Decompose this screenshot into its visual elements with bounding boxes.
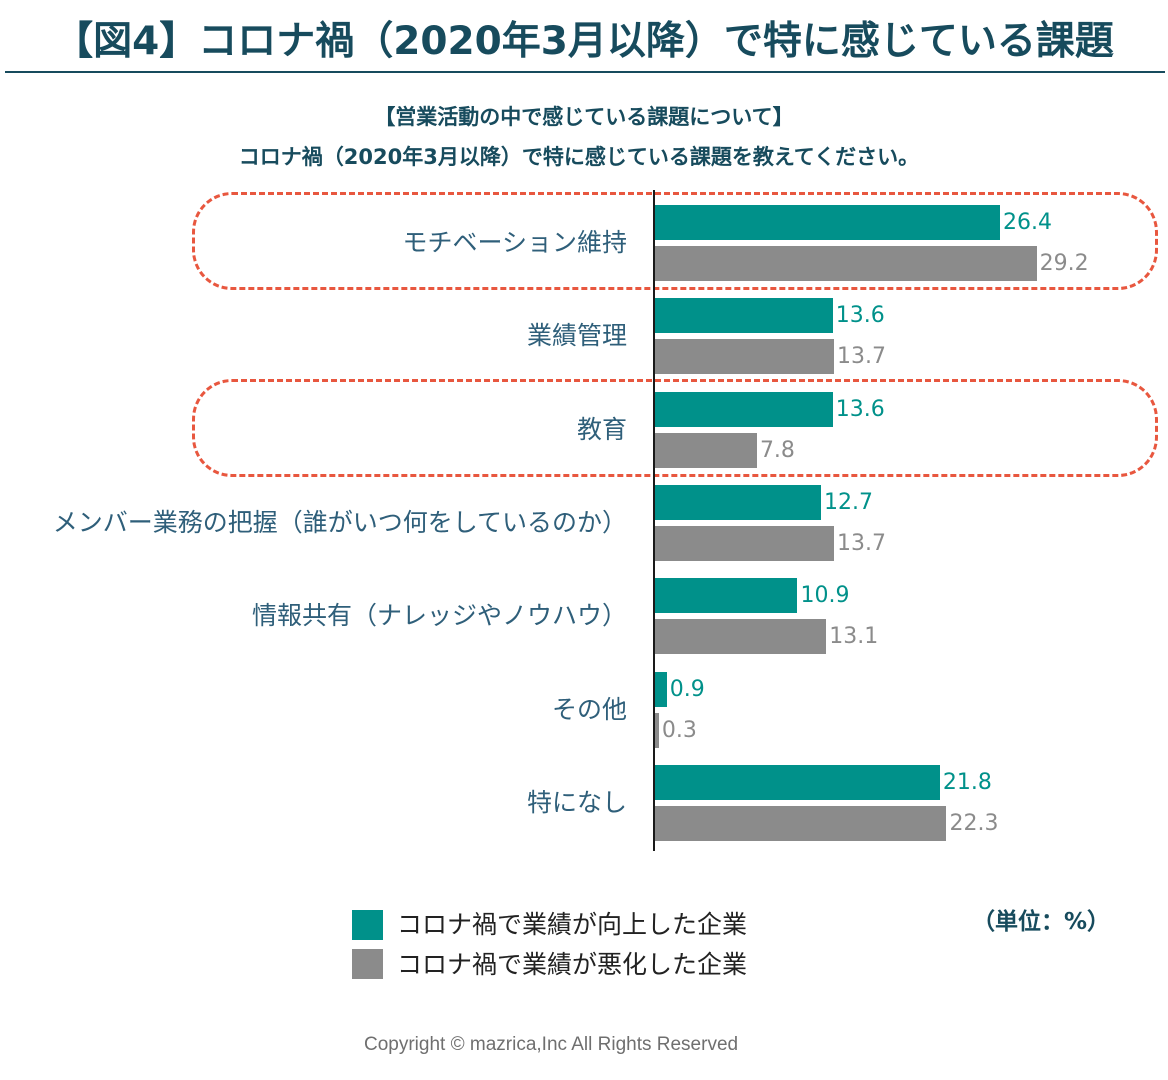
value-label-improved: 0.9 (669, 676, 705, 702)
category-label: モチベーション維持 (402, 228, 627, 257)
value-label-improved: 12.7 (823, 489, 873, 515)
figure-title: 【図4】コロナ禍（2020年3月以降）で特に感じている課題 (54, 19, 1114, 64)
category-row: 業績管理 13.6 13.7 (0, 298, 1168, 375)
bar-worsened (655, 525, 835, 561)
title-underline (5, 71, 1165, 73)
legend-label-worsened: コロナ禍で業績が悪化した企業 (397, 950, 748, 979)
bar-worsened (655, 339, 835, 375)
legend-label-improved: コロナ禍で業績が向上した企業 (397, 910, 748, 939)
value-label-worsened: 0.3 (661, 717, 697, 743)
bar-improved (655, 205, 1001, 240)
bar-improved (655, 578, 798, 614)
bar-worsened (655, 246, 1037, 281)
value-label-worsened: 7.8 (759, 437, 795, 463)
category-row: 特になし 21.8 22.3 (0, 764, 1168, 841)
bar-chart: モチベーション維持 26.4 29.2 業績管理 13.6 13.7 教育 13.6 7.8 メン… (0, 185, 1168, 860)
bar-worsened (655, 432, 757, 468)
question-section-heading: 【営業活動の中で感じている課題について】 (374, 105, 794, 129)
category-row: 教育 13.6 7.8 (0, 391, 1168, 468)
value-label-worsened: 29.2 (1039, 251, 1089, 276)
category-label: 特になし (526, 787, 627, 817)
unit-label: （単位：%） (972, 909, 1111, 935)
category-row: 情報共有（ナレッジやノウハウ） 10.9 13.1 (0, 578, 1168, 655)
value-label-improved: 26.4 (1003, 210, 1053, 235)
bar-improved (655, 671, 667, 707)
copyright-notice: Copyright © mazrica,Inc All Rights Reser… (364, 1034, 739, 1055)
category-label: メンバー業務の把握（誰がいつ何をしているのか） (52, 507, 627, 537)
category-label: 情報共有（ナレッジやノウハウ） (251, 601, 627, 631)
legend-swatch-worsened (352, 949, 383, 979)
value-label-worsened: 13.1 (829, 624, 879, 650)
category-row: その他 0.9 0.3 (0, 671, 1168, 748)
category-label: その他 (551, 694, 627, 724)
category-label: 教育 (576, 414, 627, 444)
bar-worsened (655, 712, 659, 748)
bar-worsened (655, 805, 947, 841)
category-label: 業績管理 (526, 321, 627, 351)
value-label-worsened: 13.7 (837, 344, 887, 370)
highlight-box (192, 378, 1158, 477)
value-label-improved: 13.6 (835, 396, 885, 422)
value-label-improved: 13.6 (835, 303, 885, 329)
bar-improved (655, 298, 833, 334)
legend-swatch-improved (352, 910, 383, 940)
bar-improved (655, 391, 833, 427)
question-text: コロナ禍（2020年3月以降）で特に感じている課題を教えてください。 (238, 145, 920, 169)
bar-improved (655, 764, 940, 800)
value-label-worsened: 13.7 (837, 530, 887, 556)
value-label-worsened: 22.3 (949, 810, 999, 836)
value-label-improved: 10.9 (800, 583, 850, 609)
category-axis-line (653, 190, 655, 851)
highlight-box (192, 192, 1158, 290)
bar-improved (655, 484, 821, 520)
category-row: メンバー業務の把握（誰がいつ何をしているのか） 12.7 13.7 (0, 484, 1168, 561)
value-label-improved: 21.8 (942, 769, 992, 795)
category-row: モチベーション維持 26.4 29.2 (0, 205, 1168, 281)
bar-worsened (655, 619, 827, 655)
